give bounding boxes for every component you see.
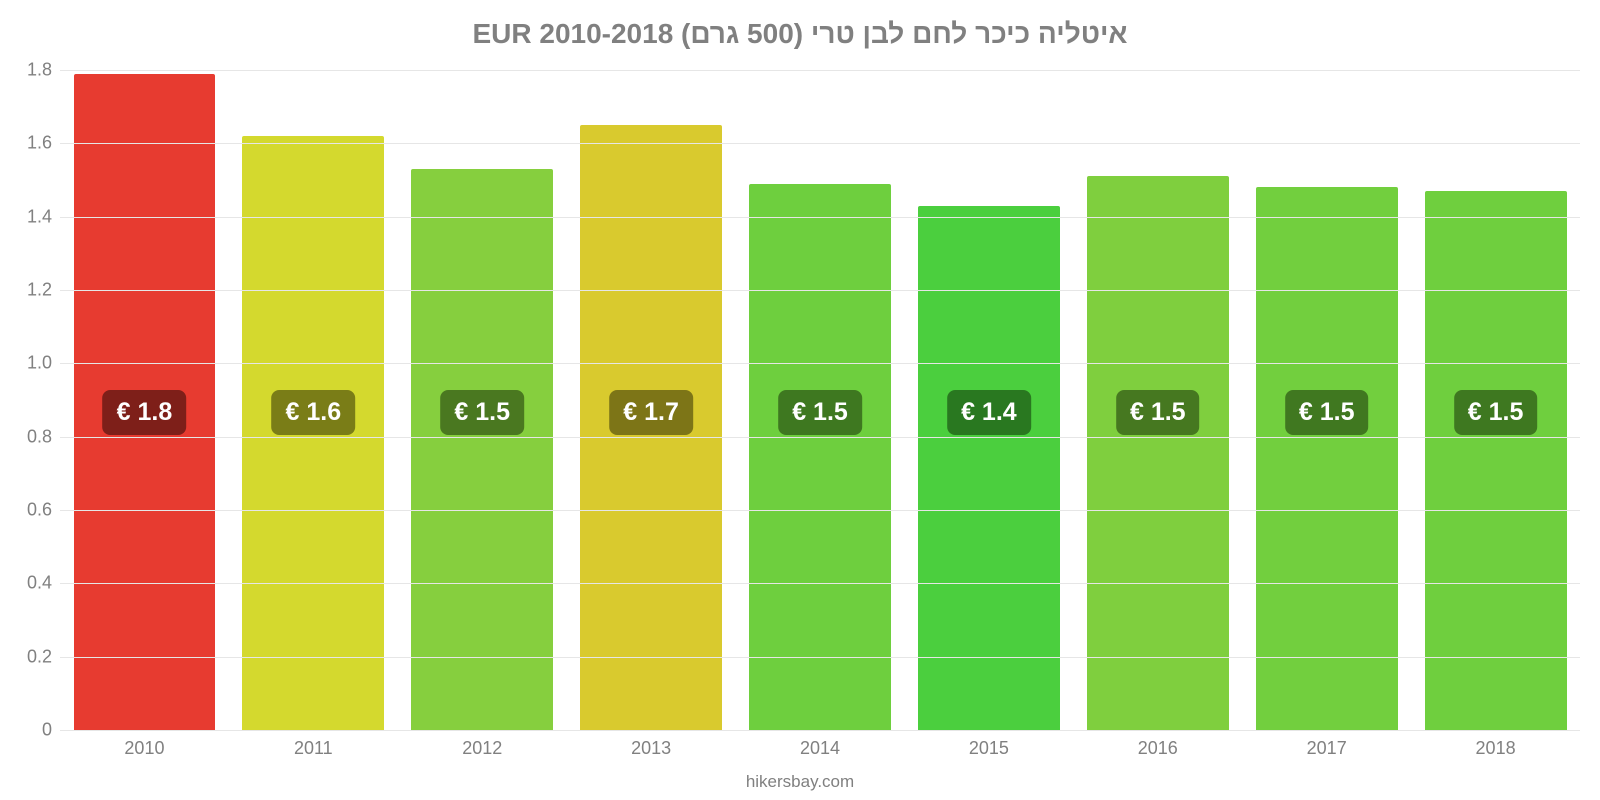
grid-line [60, 143, 1580, 144]
grid-line [60, 657, 1580, 658]
grid-line [60, 510, 1580, 511]
grid-line [60, 437, 1580, 438]
bar-value-label: € 1.5 [778, 390, 862, 435]
bar-slot: € 1.6 [229, 70, 398, 730]
bar: € 1.5 [1256, 187, 1398, 730]
y-tick-label: 1.6 [2, 133, 52, 154]
y-tick-label: 0.6 [2, 500, 52, 521]
grid-line [60, 730, 1580, 731]
x-tick-label: 2012 [398, 738, 567, 759]
grid-line [60, 70, 1580, 71]
bar-value-label: € 1.5 [440, 390, 524, 435]
y-tick-label: 1.2 [2, 280, 52, 301]
bar-slot: € 1.5 [1242, 70, 1411, 730]
grid-line [60, 363, 1580, 364]
y-tick-label: 0.8 [2, 426, 52, 447]
bar: € 1.4 [918, 206, 1060, 730]
bars-group: € 1.8 € 1.6 € 1.5 € 1.7 € 1.5 € 1.4 € 1.5 € 1.5… [60, 70, 1580, 730]
y-tick-label: 1.0 [2, 353, 52, 374]
bar: € 1.5 [749, 184, 891, 730]
bar: € 1.5 [411, 169, 553, 730]
x-tick-label: 2014 [736, 738, 905, 759]
chart-title: איטליה כיכר לחם לבן טרי (500 גרם) EUR 20… [0, 18, 1600, 50]
bar: € 1.6 [242, 136, 384, 730]
y-tick-label: 1.4 [2, 206, 52, 227]
x-axis-labels: 201020112012201320142015201620172018 [60, 738, 1580, 759]
x-tick-label: 2015 [904, 738, 1073, 759]
x-tick-label: 2018 [1411, 738, 1580, 759]
plot-area: € 1.8 € 1.6 € 1.5 € 1.7 € 1.5 € 1.4 € 1.5 € 1.5… [60, 70, 1580, 730]
x-tick-label: 2017 [1242, 738, 1411, 759]
bar-slot: € 1.4 [904, 70, 1073, 730]
x-tick-label: 2016 [1073, 738, 1242, 759]
bar-slot: € 1.5 [736, 70, 905, 730]
grid-line [60, 290, 1580, 291]
bar-value-label: € 1.7 [609, 390, 693, 435]
bar-slot: € 1.5 [1411, 70, 1580, 730]
bar-value-label: € 1.8 [103, 390, 187, 435]
bar-value-label: € 1.5 [1285, 390, 1369, 435]
x-tick-label: 2010 [60, 738, 229, 759]
bar-value-label: € 1.6 [272, 390, 356, 435]
bar-value-label: € 1.4 [947, 390, 1031, 435]
bar: € 1.5 [1087, 176, 1229, 730]
bar-value-label: € 1.5 [1454, 390, 1538, 435]
y-tick-label: 0 [2, 720, 52, 741]
grid-line [60, 217, 1580, 218]
bar-value-label: € 1.5 [1116, 390, 1200, 435]
bar: € 1.8 [74, 74, 216, 730]
chart-container: איטליה כיכר לחם לבן טרי (500 גרם) EUR 20… [0, 0, 1600, 800]
y-tick-label: 0.2 [2, 646, 52, 667]
x-tick-label: 2013 [567, 738, 736, 759]
x-tick-label: 2011 [229, 738, 398, 759]
bar-slot: € 1.7 [567, 70, 736, 730]
bar: € 1.5 [1425, 191, 1567, 730]
attribution-text: hikersbay.com [0, 772, 1600, 792]
bar-slot: € 1.5 [398, 70, 567, 730]
y-tick-label: 1.8 [2, 60, 52, 81]
grid-line [60, 583, 1580, 584]
bar-slot: € 1.8 [60, 70, 229, 730]
bar-slot: € 1.5 [1073, 70, 1242, 730]
y-tick-label: 0.4 [2, 573, 52, 594]
